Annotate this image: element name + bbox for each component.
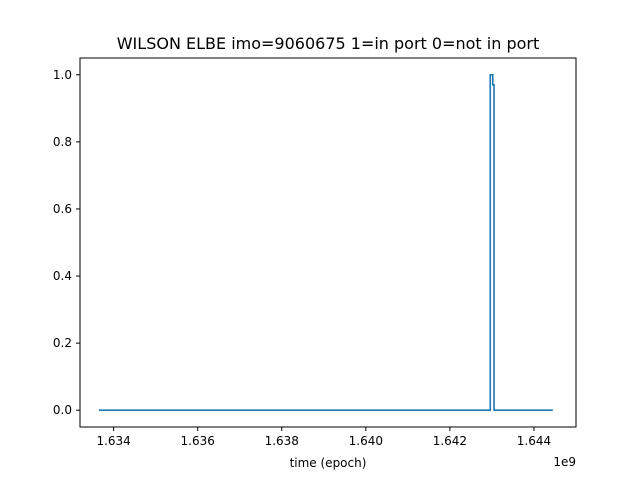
x-tick-label: 1.640 xyxy=(349,434,383,448)
series-layer xyxy=(98,73,553,412)
x-tick-label: 1.642 xyxy=(433,434,467,448)
x-tick-label: 1.644 xyxy=(517,434,551,448)
y-tick-label: 0.4 xyxy=(53,269,72,283)
x-axis-label: time (epoch) xyxy=(290,456,367,470)
x-axis: 1.634 1.636 1.638 1.640 1.642 1.644 xyxy=(96,427,551,448)
y-tick-label: 1.0 xyxy=(53,68,72,82)
y-tick-label: 0.0 xyxy=(53,403,72,417)
y-tick-label: 0.6 xyxy=(53,202,72,216)
x-tick-label: 1.638 xyxy=(265,434,299,448)
chart-title: WILSON ELBE imo=9060675 1=in port 0=not … xyxy=(117,34,540,53)
plot-frame xyxy=(79,57,577,428)
x-axis-offset-label: 1e9 xyxy=(553,455,576,469)
y-tick-label: 0.2 xyxy=(53,336,72,350)
y-tick-label: 0.8 xyxy=(53,135,72,149)
series-line xyxy=(98,73,553,412)
x-tick-label: 1.636 xyxy=(181,434,215,448)
x-tick-label: 1.634 xyxy=(96,434,130,448)
y-axis: 0.0 0.2 0.4 0.6 0.8 1.0 xyxy=(53,68,80,417)
